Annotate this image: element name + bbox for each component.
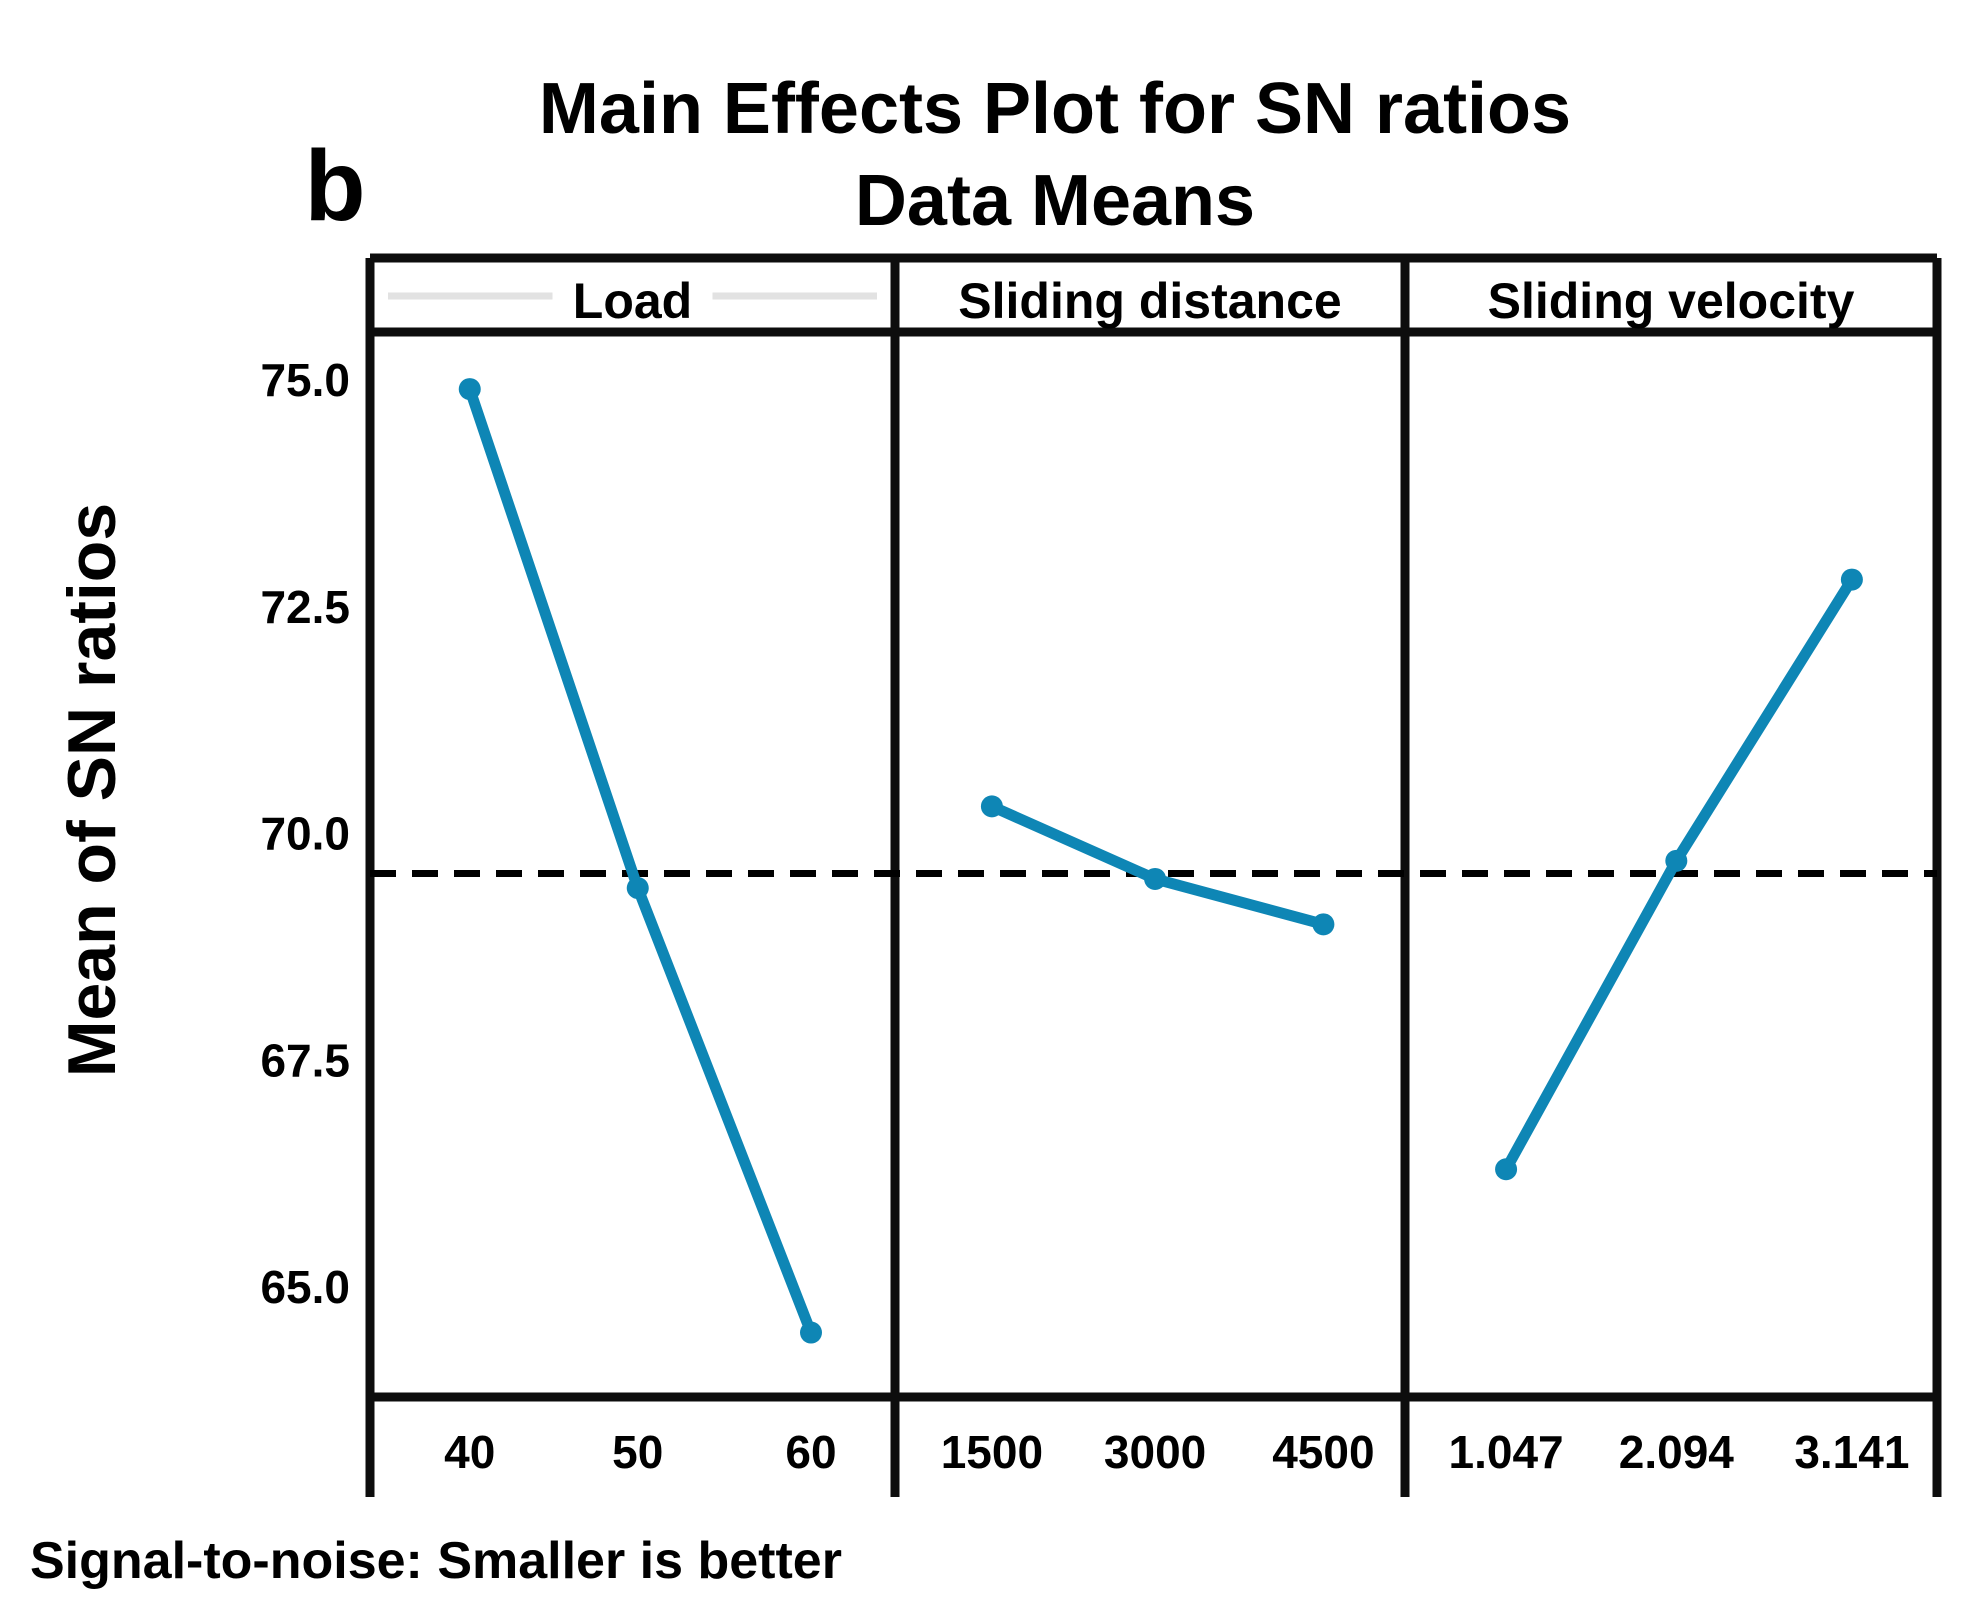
y-axis-title: Mean of SN ratios [54,503,130,1077]
chart-subtitle: Data Means [855,161,1255,241]
x-tick-label: 1500 [941,1426,1043,1478]
data-point-marker [1840,568,1863,591]
series-line-sliding-distance [986,800,1329,930]
panel-headers: Load Sliding distance Sliding velocity [573,273,1855,329]
x-tick-label: 3.141 [1794,1426,1909,1478]
y-tick-label: 72.5 [260,581,350,633]
data-point-marker [1144,867,1167,890]
series-line-load [464,383,817,1339]
x-tick-label: 60 [785,1426,836,1478]
figure-label: b [304,130,365,242]
panel-header-sliding-distance: Sliding distance [958,273,1341,329]
data-point-marker [980,795,1003,818]
plot-frame [365,253,1942,1497]
x-tick-label: 3000 [1104,1426,1206,1478]
y-tick-label: 67.5 [260,1034,350,1086]
x-tick-label: 4500 [1272,1426,1374,1478]
x-axis-tick-labels: 40 50 60 1500 3000 4500 1.047 2.094 3.141 [444,1426,1909,1478]
y-tick-label: 75.0 [260,354,350,406]
x-tick-label: 2.094 [1619,1426,1735,1478]
panel-header-load: Load [573,273,692,329]
x-tick-label: 1.047 [1449,1426,1564,1478]
data-point-marker [800,1321,822,1344]
y-tick-label: 70.0 [260,808,350,860]
data-series [458,378,1863,1344]
x-tick-label: 40 [444,1426,495,1478]
panel-header-sliding-velocity: Sliding velocity [1488,273,1855,329]
y-axis-tick-labels: 75.0 72.5 70.0 67.5 65.0 [260,354,350,1313]
y-tick-label: 65.0 [260,1261,350,1313]
data-point-marker [1312,913,1335,936]
caption: Signal-to-noise: Smaller is better [30,1532,842,1590]
data-point-marker [1665,849,1688,872]
data-point-marker [626,877,649,900]
data-point-marker [1495,1158,1518,1181]
chart-title: Main Effects Plot for SN ratios [539,69,1571,149]
data-point-marker [458,378,481,401]
x-tick-label: 50 [612,1426,663,1478]
